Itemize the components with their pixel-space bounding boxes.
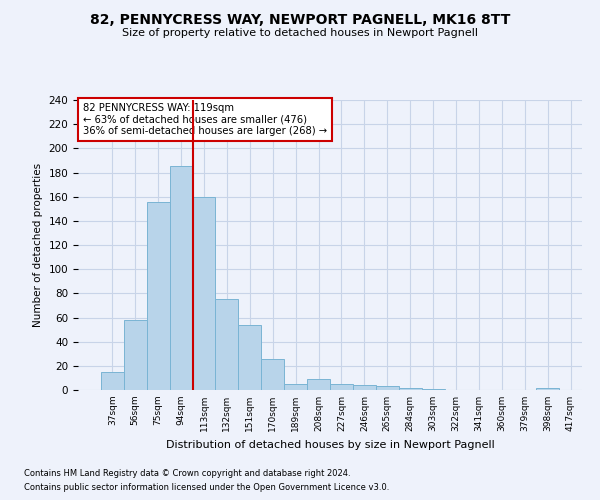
Bar [536,388,559,390]
X-axis label: Distribution of detached houses by size in Newport Pagnell: Distribution of detached houses by size … [166,440,494,450]
Bar [307,379,330,390]
Bar [261,358,284,390]
Bar [376,386,399,390]
Text: Contains public sector information licensed under the Open Government Licence v3: Contains public sector information licen… [24,484,389,492]
Y-axis label: Number of detached properties: Number of detached properties [33,163,43,327]
Bar [193,196,215,390]
Bar [147,202,170,390]
Bar [124,320,147,390]
Text: 82, PENNYCRESS WAY, NEWPORT PAGNELL, MK16 8TT: 82, PENNYCRESS WAY, NEWPORT PAGNELL, MK1… [90,12,510,26]
Bar [422,389,445,390]
Text: Size of property relative to detached houses in Newport Pagnell: Size of property relative to detached ho… [122,28,478,38]
Bar [238,325,261,390]
Bar [170,166,193,390]
Bar [399,388,422,390]
Text: 82 PENNYCRESS WAY: 119sqm
← 63% of detached houses are smaller (476)
36% of semi: 82 PENNYCRESS WAY: 119sqm ← 63% of detac… [83,103,327,136]
Text: Contains HM Land Registry data © Crown copyright and database right 2024.: Contains HM Land Registry data © Crown c… [24,468,350,477]
Bar [353,385,376,390]
Bar [330,384,353,390]
Bar [215,300,238,390]
Bar [284,384,307,390]
Bar [101,372,124,390]
